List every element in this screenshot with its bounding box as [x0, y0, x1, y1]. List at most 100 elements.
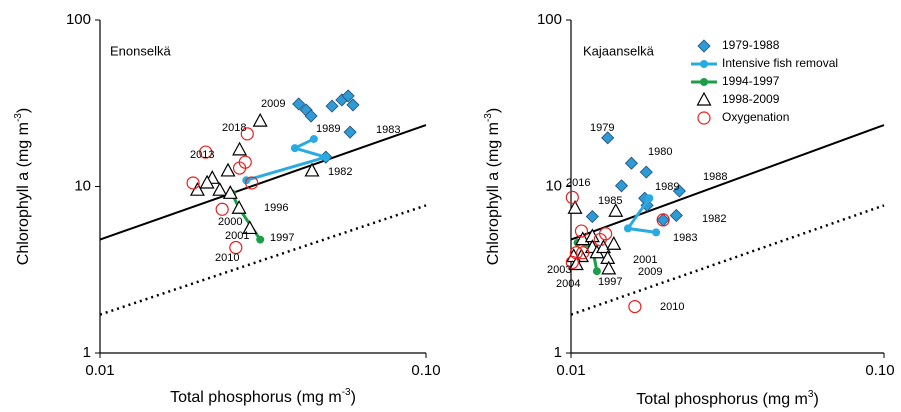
point: [212, 181, 228, 196]
point: [614, 179, 629, 193]
point: [624, 156, 639, 170]
legend-label: Intensive fish removal: [722, 56, 838, 70]
y-axis-label: Chlorophyll a (mg m-3): [13, 108, 32, 265]
x-tick-label: 0.10: [865, 362, 894, 379]
point: [292, 97, 306, 111]
annotation: 2004: [556, 278, 580, 290]
legend-marker: [700, 78, 708, 86]
point: [672, 184, 686, 198]
annotation: 1988: [703, 171, 727, 183]
annotation: 2003: [547, 264, 571, 276]
point: [567, 200, 583, 214]
x-tick-label: 0.10: [411, 362, 440, 379]
y-axis-label: Chlorophyll a (mg m-3): [483, 108, 502, 265]
y-axis-label-sup: -3: [483, 113, 494, 122]
point: [652, 228, 661, 237]
point: [601, 260, 617, 275]
point: [215, 202, 229, 216]
x-axis-label-sup: 3: [808, 389, 814, 400]
point: [568, 256, 584, 271]
point: [304, 109, 318, 123]
point: [606, 235, 622, 250]
annotation: 1997: [270, 232, 294, 244]
y-axis-label-main: Chlorophyll a (mg m: [485, 122, 502, 265]
point: [656, 213, 670, 227]
point: [231, 200, 247, 214]
annotation: 2018: [222, 122, 246, 134]
point: [199, 174, 215, 189]
point: [341, 89, 355, 103]
point: [309, 134, 318, 143]
annotation: 1980: [648, 146, 672, 158]
point: [608, 203, 624, 217]
point: [325, 99, 339, 113]
point: [321, 153, 330, 162]
annotation: 2010: [215, 252, 239, 264]
point: [220, 162, 236, 177]
legend-label: 1994-1997: [722, 74, 780, 88]
legend-marker: [697, 111, 711, 125]
annotation: 1982: [702, 213, 726, 225]
point: [186, 176, 200, 190]
point: [565, 190, 579, 205]
point: [232, 161, 247, 175]
annotation: 2001: [225, 230, 249, 242]
x-axis-label-sup: -3: [342, 387, 351, 398]
annotation: 2000: [218, 216, 242, 228]
point: [199, 145, 213, 159]
series-line: [625, 197, 657, 234]
x-tick-label: 0.01: [85, 362, 114, 379]
legend-marker: [696, 91, 712, 106]
reference-line: [570, 204, 885, 316]
y-axis-label-main: Chlorophyll a (mg m: [15, 122, 32, 265]
legend-label: 1998-2009: [722, 92, 780, 106]
point: [229, 240, 243, 255]
point: [232, 141, 248, 156]
point: [222, 185, 238, 199]
point: [628, 299, 642, 314]
annotation: 2009: [261, 98, 285, 110]
x-axis-label-main: Total phosphorus (mg m: [170, 389, 342, 406]
y-tick-label: 100: [66, 11, 91, 28]
point: [623, 224, 632, 233]
annotation: 1979: [590, 122, 614, 134]
annotation: 2016: [566, 177, 590, 189]
y-tick-label: 100: [537, 11, 562, 28]
point: [574, 224, 589, 238]
reference-line: [570, 124, 885, 241]
point: [256, 235, 265, 244]
annotation: 1985: [598, 195, 622, 207]
point: [565, 255, 579, 270]
annotation: 2013: [190, 149, 214, 161]
point: [290, 144, 299, 153]
legend-marker: [697, 39, 711, 53]
y-axis-label-end: ): [485, 108, 502, 113]
y-tick-label: 1: [554, 344, 562, 361]
legend-label: 1979-1988: [722, 38, 780, 52]
point: [252, 112, 268, 127]
x-axis-label: Total phosphorus (mg m-3): [170, 387, 356, 406]
point: [585, 209, 599, 224]
reference-line: [99, 124, 427, 241]
point: [245, 176, 259, 190]
point: [346, 98, 360, 112]
point: [645, 194, 654, 203]
annotation: 1983: [376, 124, 400, 136]
point: [595, 239, 611, 254]
y-tick-label: 1: [83, 344, 91, 361]
y-tick-label: 10: [545, 177, 562, 194]
point: [592, 267, 601, 276]
point: [669, 208, 683, 223]
annotation: 1997: [598, 276, 622, 288]
point: [343, 125, 357, 139]
annotation: 1983: [673, 232, 697, 244]
point: [242, 220, 258, 235]
annotation: 1982: [328, 166, 352, 178]
panel-title: Kajaanselkä: [583, 43, 655, 58]
annotation: 2001: [633, 254, 657, 266]
x-tick-label: 0.01: [556, 362, 585, 379]
point: [639, 165, 653, 179]
panel-title: Enonselkä: [110, 43, 171, 58]
